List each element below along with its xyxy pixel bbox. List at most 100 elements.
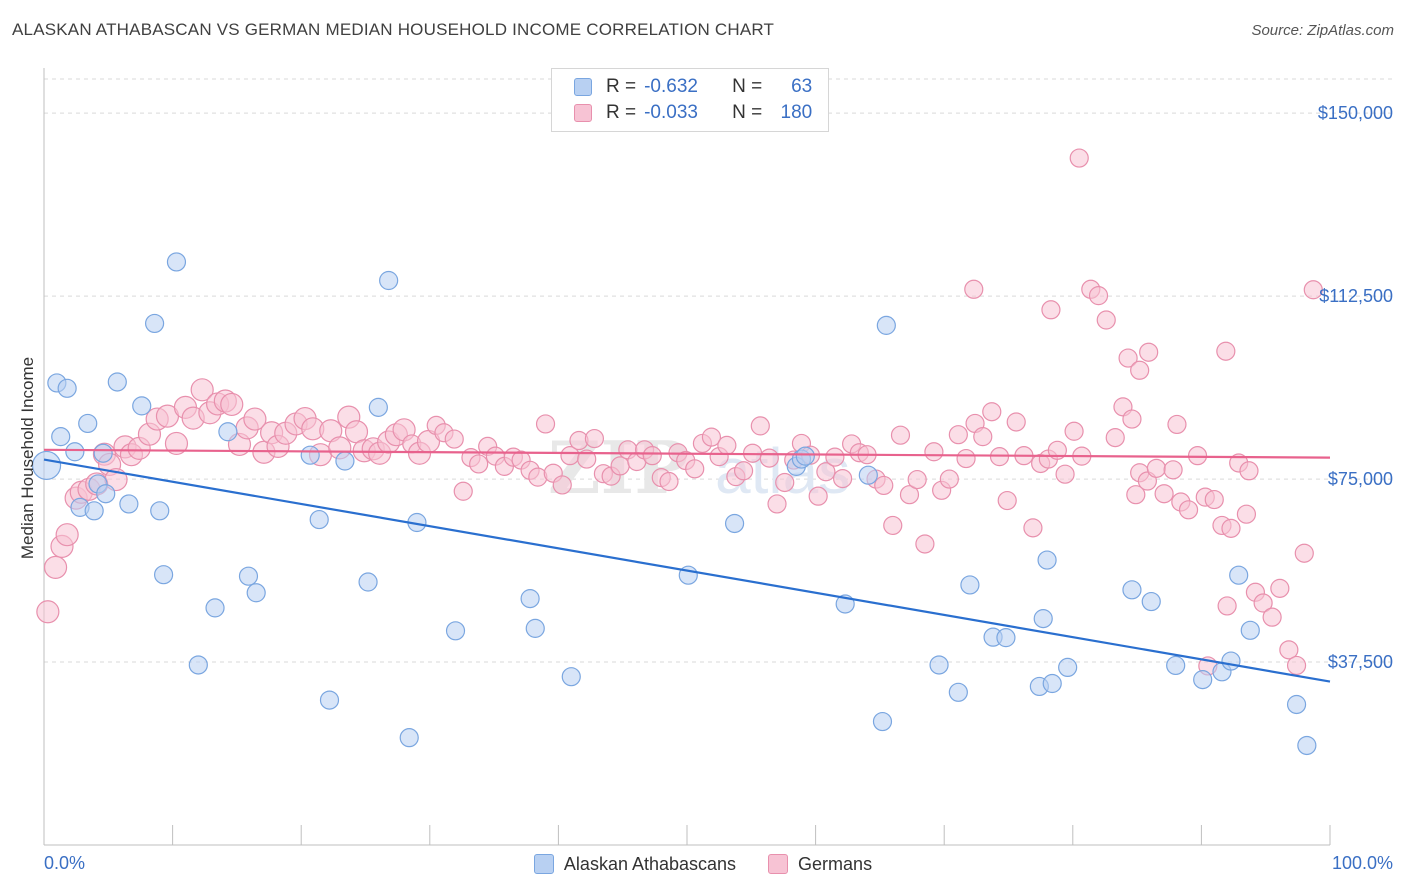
athabascan-point [107, 372, 127, 392]
german-point [701, 427, 722, 447]
german-point [36, 600, 60, 624]
german-point [890, 425, 911, 445]
legend-n-label: N = [732, 102, 763, 123]
legend-swatch-pink [574, 104, 592, 122]
german-point [915, 534, 935, 554]
german-point [1064, 421, 1084, 441]
athabascan-point [929, 655, 949, 675]
german-point [535, 414, 556, 434]
athabascan-point [132, 396, 152, 416]
german-point [1217, 596, 1237, 616]
athabascan-point [368, 397, 388, 417]
german-point [1122, 409, 1142, 429]
x-tick-labels: 0.0% 100.0% [44, 853, 1393, 873]
athabascan-point [119, 494, 139, 514]
german-point [1178, 500, 1199, 520]
german-point [1167, 414, 1187, 435]
german-point [1262, 607, 1282, 627]
german-point [1069, 148, 1089, 168]
athabascan-point [1229, 565, 1249, 585]
chart-title: ALASKAN ATHABASCAN VS GERMAN MEDIAN HOUS… [12, 20, 775, 39]
athabascan-point [319, 690, 340, 710]
german-point [1118, 348, 1138, 368]
athabascan-point [525, 618, 545, 638]
german-point [164, 431, 189, 456]
legend-n-value: 63 [791, 76, 813, 97]
athabascan-point [188, 655, 208, 675]
athabascan-point [858, 465, 878, 485]
german-point [577, 449, 597, 469]
legend-row-athabascans: R = -0.632 N = 63 [574, 75, 812, 99]
series-legend-germans: Germans [768, 854, 872, 875]
trend-lines [43, 448, 1331, 683]
german-point [552, 475, 572, 495]
athabascan-point [300, 445, 320, 465]
german-point [907, 469, 927, 490]
athabascan-point [84, 501, 104, 521]
legend-n-label: N = [732, 76, 763, 97]
correlation-legend: R = -0.632 N = 63 R = -0.033 N = 180 [551, 68, 829, 132]
german-point [1270, 578, 1290, 598]
athabascan-point [153, 565, 174, 585]
german-point [775, 472, 795, 493]
athabascan-point [960, 575, 980, 595]
german-point [767, 494, 787, 514]
legend-n-value: 180 [780, 102, 813, 123]
german-point [997, 490, 1017, 511]
y-tick-label: $37,500 [1328, 652, 1393, 672]
athabascan-point [872, 711, 893, 732]
athabascan-trend-line [43, 458, 1331, 683]
series-legend-athabascans: Alaskan Athabascans [533, 853, 737, 875]
german-point [1055, 464, 1075, 484]
series-swatch-pink [768, 854, 789, 874]
german-point [825, 447, 845, 467]
athabascan-point [238, 566, 259, 586]
german-point [1253, 593, 1273, 613]
athabascan-point [93, 443, 113, 463]
german-point [750, 416, 770, 436]
series-name: Alaskan Athabascans [563, 853, 737, 874]
german-point [43, 555, 68, 579]
athabascan-point [1193, 670, 1213, 690]
german-point [1303, 280, 1323, 300]
athabascan-point [1297, 735, 1317, 756]
german-point [1047, 440, 1067, 460]
y-tick-label: $150,000 [1318, 103, 1393, 123]
y-tick-labels: $37,500 $75,000 $112,500 $150,000 [1318, 103, 1393, 672]
german-trend-line [43, 448, 1331, 459]
german-point [982, 402, 1002, 422]
athabascan-point [795, 446, 815, 466]
athabascan-point [1033, 609, 1053, 629]
german-point [685, 459, 705, 479]
athabascan-point [379, 270, 399, 291]
german-point [469, 454, 489, 474]
german-point [55, 523, 79, 547]
german-point [1126, 485, 1146, 505]
german-point [1239, 461, 1259, 481]
athabascan-point [205, 598, 225, 618]
athabascan-point [1240, 620, 1260, 640]
german-point [939, 469, 959, 489]
german-point [899, 485, 920, 505]
athabascan-point [78, 413, 98, 434]
legend-row-germans: R = -0.033 N = 180 [574, 101, 812, 125]
axes [43, 68, 1331, 846]
german-point [1023, 518, 1043, 538]
series-legend: Alaskan Athabascans Germans [0, 852, 1406, 876]
source-note: Source: ZipAtlas.com [1251, 22, 1394, 39]
legend-r-value: -0.632 [644, 76, 698, 97]
athabascan-point [876, 315, 896, 335]
athabascan-point [724, 513, 745, 534]
german-point [584, 428, 605, 449]
athabascan-point [1141, 591, 1161, 612]
german-point [659, 471, 679, 492]
german-point [1187, 446, 1208, 466]
german-point [874, 475, 894, 496]
athabascan-point [1286, 694, 1307, 715]
german-point [1204, 489, 1224, 510]
athabascan-point [1037, 550, 1057, 570]
legend-r-value: -0.033 [644, 102, 698, 123]
german-point [883, 515, 903, 536]
german-point [1294, 543, 1314, 563]
